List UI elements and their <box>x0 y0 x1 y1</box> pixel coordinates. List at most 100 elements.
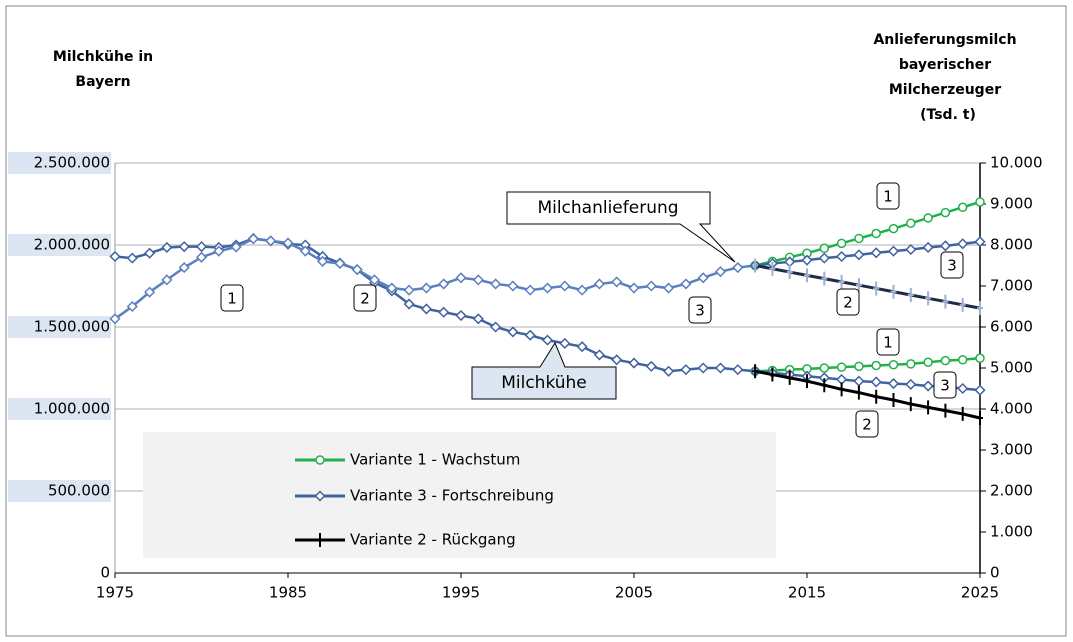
y-title: Bayern <box>75 74 130 90</box>
y2-tick-label: 8.000 <box>990 236 1033 254</box>
marker <box>247 233 259 245</box>
y-tick-label: 0 <box>100 564 110 582</box>
marker <box>925 291 932 306</box>
marker <box>975 197 985 207</box>
marker <box>368 274 381 286</box>
callout: Milchkühe <box>501 373 587 393</box>
annotation: 1 <box>883 188 893 206</box>
marker <box>472 313 484 325</box>
marker <box>959 297 966 312</box>
y-tick-label: 500.000 <box>48 482 110 500</box>
marker <box>821 378 828 393</box>
marker <box>663 282 675 294</box>
marker <box>854 361 864 372</box>
marker <box>334 257 346 270</box>
y-tick-label-bg <box>8 152 111 174</box>
marker <box>576 284 588 296</box>
marker <box>403 284 415 296</box>
marker <box>925 400 932 415</box>
y2-tick-label: 4.000 <box>990 400 1033 418</box>
legend-label: Variante 1 - Wachstum <box>350 451 520 469</box>
marker <box>315 455 325 465</box>
marker <box>317 533 323 547</box>
marker <box>957 202 968 213</box>
marker <box>855 278 862 293</box>
marker <box>804 374 810 389</box>
marker <box>524 329 536 341</box>
y2-title: Milcherzeuger <box>889 82 1001 98</box>
y2-tick-label: 3.000 <box>990 441 1033 459</box>
marker <box>871 228 881 239</box>
annotation-box <box>876 182 900 210</box>
annotation: 3 <box>695 302 705 320</box>
marker <box>853 249 865 261</box>
annotation-box <box>353 284 377 312</box>
marker <box>939 240 951 252</box>
marker <box>977 301 983 316</box>
marker <box>907 397 914 412</box>
marker <box>628 282 640 294</box>
marker <box>507 326 519 338</box>
annotation-box <box>933 371 957 399</box>
marker <box>906 218 916 229</box>
y2-tick-label: 6.000 <box>990 318 1033 336</box>
marker <box>490 278 502 290</box>
y2-title: Anlieferungsmilch <box>873 32 1016 48</box>
marker <box>559 337 571 349</box>
marker <box>732 364 744 376</box>
annotation-box <box>876 328 900 356</box>
y2-tick-label: 0 <box>990 564 1000 582</box>
marker <box>628 357 640 369</box>
marker <box>680 278 692 290</box>
marker <box>922 380 934 392</box>
marker <box>576 341 588 353</box>
marker <box>905 243 917 256</box>
marker <box>438 306 450 318</box>
annotation: 2 <box>360 290 370 308</box>
marker <box>887 245 900 257</box>
marker <box>524 284 536 296</box>
marker <box>819 243 830 254</box>
marker <box>888 223 899 234</box>
marker <box>974 384 986 396</box>
marker <box>178 241 190 253</box>
marker <box>420 282 432 294</box>
marker <box>213 245 225 257</box>
marker <box>109 250 121 263</box>
marker <box>854 233 864 244</box>
marker <box>109 313 121 325</box>
y-tick-label-bg <box>8 398 111 420</box>
marker <box>906 359 916 369</box>
callout-box <box>506 191 736 263</box>
marker <box>351 264 363 276</box>
x-tick-label: 2015 <box>788 584 826 602</box>
marker <box>645 360 657 372</box>
marker <box>490 321 502 333</box>
marker <box>907 288 914 303</box>
marker <box>975 353 985 363</box>
y-tick-label-bg <box>8 480 111 502</box>
marker <box>836 362 847 372</box>
marker <box>922 241 934 254</box>
marker <box>386 282 398 294</box>
annotation: 2 <box>843 294 853 312</box>
y2-tick-label: 1.000 <box>990 523 1033 541</box>
marker <box>769 261 776 276</box>
marker <box>942 294 949 309</box>
y2-title: bayerischer <box>899 57 991 73</box>
marker <box>836 250 848 263</box>
y-title: Milchkühe in <box>53 49 153 65</box>
marker <box>645 280 657 292</box>
marker <box>195 251 208 263</box>
marker <box>855 385 862 400</box>
marker <box>873 389 880 404</box>
marker <box>126 252 138 264</box>
marker <box>732 261 744 274</box>
y-tick-label-bg <box>8 316 111 338</box>
marker <box>888 359 899 370</box>
marker <box>314 490 326 502</box>
marker <box>959 406 966 421</box>
marker <box>593 349 605 361</box>
marker <box>541 282 554 294</box>
marker <box>821 271 828 286</box>
